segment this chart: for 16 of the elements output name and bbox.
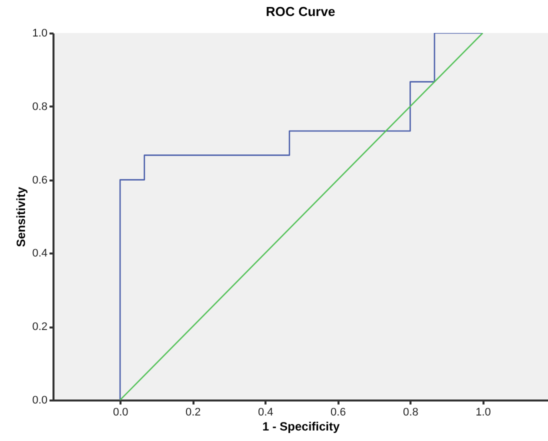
x-tick-label: 1.0 [476,406,491,418]
chart-title: ROC Curve [266,4,336,19]
y-tick-label: 0.0 [32,394,48,406]
x-tick-label: 0.0 [112,406,128,418]
x-axis-title: 1 - Specificity [262,420,340,434]
y-tick-label: 0.6 [32,174,48,186]
y-tick-label: 0.2 [32,321,48,334]
x-tick-label: 0.2 [185,406,201,418]
y-axis-title: Sensitivity [14,186,28,248]
x-tick-label: 0.8 [403,406,418,418]
x-tick-label: 0.6 [330,406,346,418]
y-tick-label: 1.0 [32,28,48,40]
line-series [119,33,484,400]
y-tick-label: 0.4 [32,248,48,260]
x-tick-label: 0.4 [258,406,274,418]
y-tick-label: 0.8 [32,100,48,113]
